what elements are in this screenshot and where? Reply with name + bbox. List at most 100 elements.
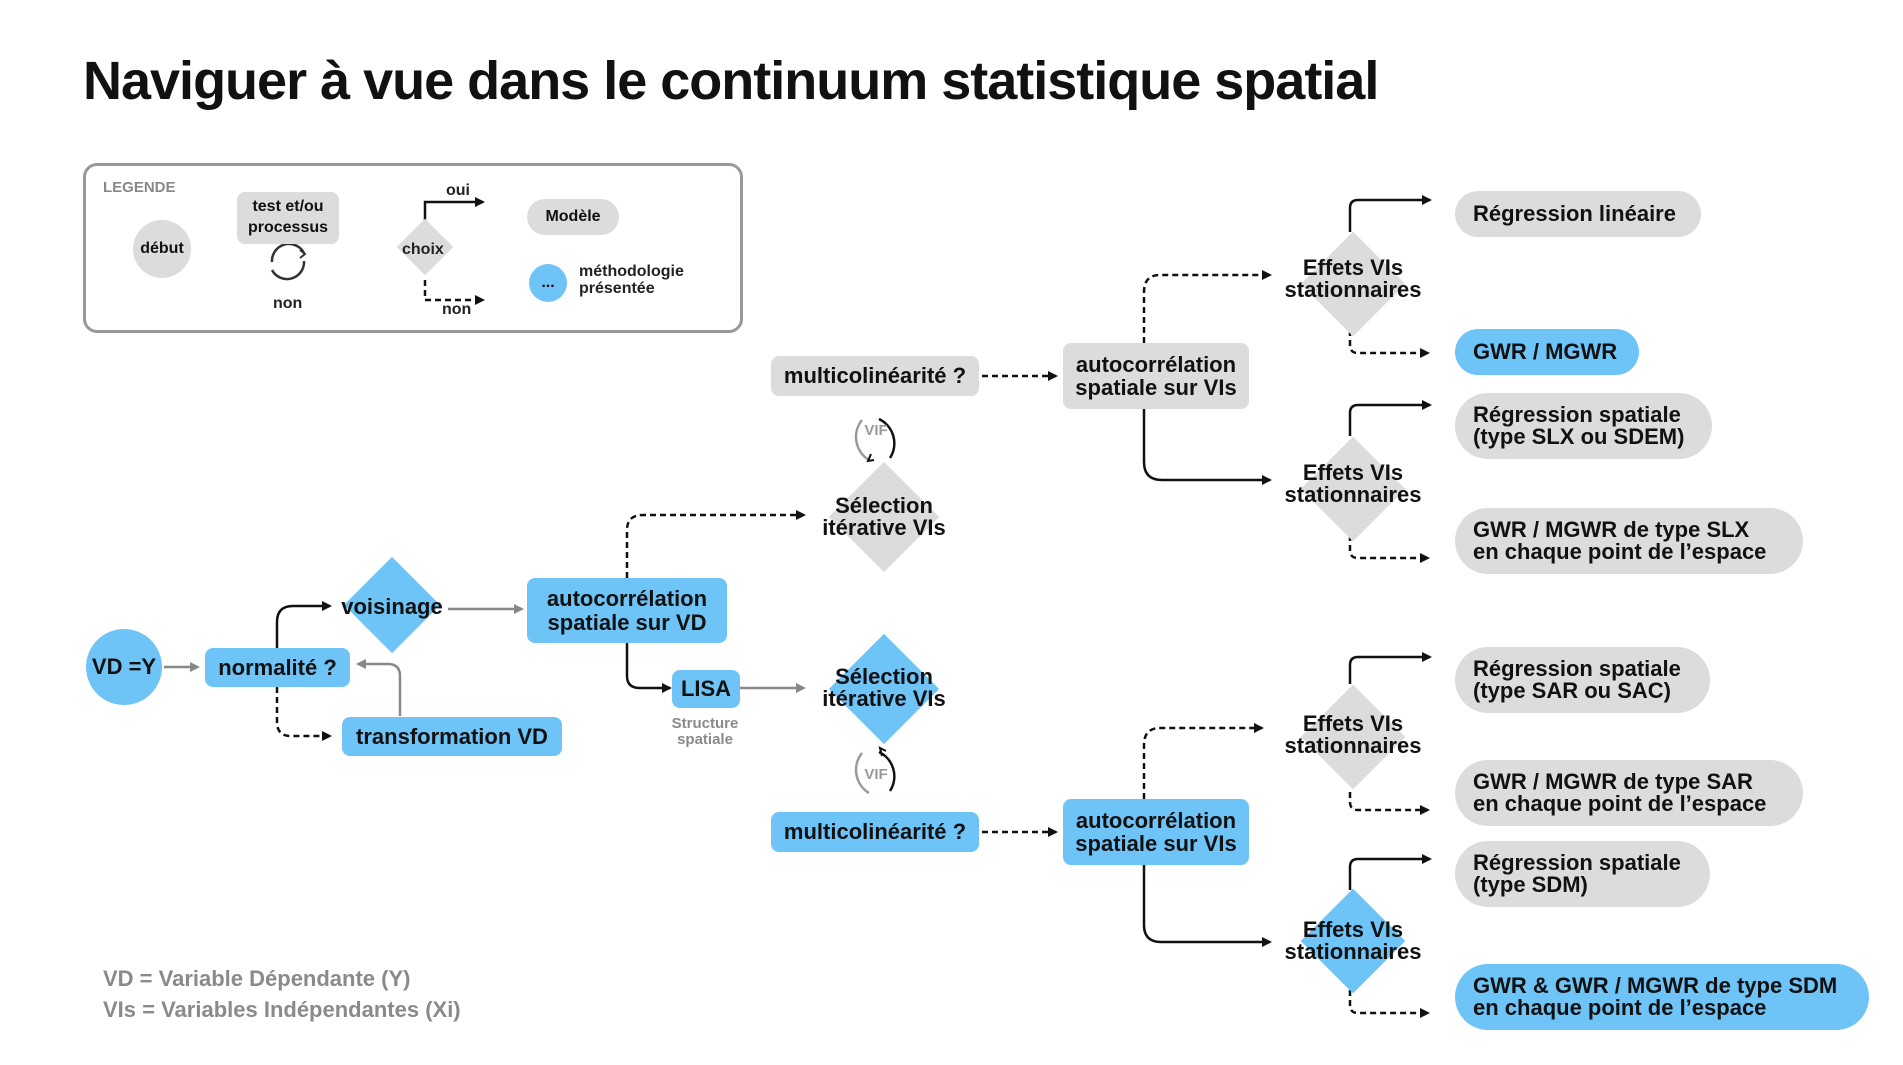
effets3-line1: Effets VIs <box>1302 711 1404 736</box>
vif-top-loop-icon <box>854 417 896 463</box>
diamond-shapes <box>343 218 1406 994</box>
start-vd-label: VD =Y <box>91 654 157 680</box>
legend-loop-icon <box>270 242 307 281</box>
result-r4-line1: GWR / MGWR de type SLX <box>1473 517 1750 542</box>
autocorr-vis-top-line1: autocorrélation <box>1075 351 1237 377</box>
effets2-line2: stationnaires <box>1284 482 1422 507</box>
legend-method-line2: présentée <box>579 279 655 297</box>
legend-no-arrow <box>423 280 485 305</box>
edge-effets1-yes <box>1348 195 1432 232</box>
edge-autocorr-top-effets1 <box>1142 270 1272 343</box>
result-r8-line2: en chaque point de l’espace <box>1473 995 1767 1020</box>
edge-effets3-yes <box>1348 652 1432 684</box>
voisinage-label: voisinage <box>341 594 443 619</box>
effets1-label: Effets VIs stationnaires <box>1275 257 1431 301</box>
selection-bot-diamond <box>828 633 940 745</box>
selection-bot-label: Sélection itérative VIs <box>804 666 964 710</box>
result-r6-line2: en chaque point de l’espace <box>1473 791 1767 816</box>
autocorr-vd-node: autocorrélation spatiale sur VD <box>527 578 727 643</box>
legend-box <box>83 163 743 333</box>
effets2-label: Effets VIs stationnaires <box>1275 462 1431 506</box>
footnote-vis: VIs = Variables Indépendantes (Xi) <box>103 997 461 1022</box>
result-r7-line2: (type SDM) <box>1473 872 1588 897</box>
result-r6-line1: GWR / MGWR de type SAR <box>1473 769 1753 794</box>
effets4-line1: Effets VIs <box>1302 917 1404 942</box>
result-regression-sar: Régression spatiale (type SAR ou SAC) <box>1455 647 1710 713</box>
edge-normalite-transformation <box>275 687 332 741</box>
result-r1-line1: Régression linéaire <box>1473 201 1676 226</box>
effets4-line2: stationnaires <box>1284 939 1422 964</box>
legend-method-text: méthodologie présentée <box>579 263 684 298</box>
edge-effets4-yes <box>1348 854 1432 890</box>
selection-top-line2: itérative VIs <box>822 515 946 540</box>
autocorr-vis-bot-line1: autocorrélation <box>1075 807 1237 833</box>
multico-top-node: multicolinéarité ? <box>771 356 979 396</box>
vif-bot-loop-icon <box>854 746 896 795</box>
edge-normalite-voisinage <box>275 601 332 648</box>
effets2-line1: Effets VIs <box>1302 460 1404 485</box>
legend-start-label: début <box>140 239 184 257</box>
multico-top-label: multicolinéarité ? <box>783 363 967 389</box>
lisa-node: LISA <box>672 670 740 708</box>
legend-test-no: non <box>273 295 303 312</box>
structure-spatiale-note: Structure spatiale <box>650 716 760 748</box>
page-title: Naviguer à vue dans le continuum statist… <box>83 51 1379 111</box>
autocorr-vis-top-line2: spatiale sur VIs <box>1075 375 1237 400</box>
edge-autocorr-lisa <box>625 643 672 693</box>
normalite-label: normalité ? <box>218 654 337 680</box>
legend-method-line1: méthodologie <box>579 263 684 280</box>
transformation-label: transformation VD <box>356 723 548 749</box>
effets1-line1: Effets VIs <box>1302 255 1404 280</box>
edge-effets2-no <box>1348 535 1430 563</box>
legend-choice-yes: oui <box>446 182 470 199</box>
legend-model-label: Modèle <box>545 207 601 225</box>
result-r4-line2: en chaque point de l’espace <box>1473 539 1767 564</box>
legend-method-node: ... <box>529 264 567 302</box>
normalite-node: normalité ? <box>205 648 350 687</box>
selection-top-diamond <box>828 461 940 573</box>
edge-effets4-no <box>1348 990 1430 1018</box>
autocorr-vis-bot-line2: spatiale sur VIs <box>1075 831 1237 856</box>
edge-autocorr-bot-effets3 <box>1142 723 1264 799</box>
legend-heading: LEGENDE <box>103 179 176 196</box>
multico-bot-label: multicolinéarité ? <box>783 819 967 845</box>
effets4-label: Effets VIs stationnaires <box>1275 919 1431 963</box>
result-r2-line1: GWR / MGWR <box>1473 339 1618 364</box>
result-r3-line1: Régression spatiale <box>1473 402 1681 427</box>
result-gwr-sar: GWR / MGWR de type SAR en chaque point d… <box>1455 760 1803 826</box>
start-vd-node: VD =Y <box>86 629 162 705</box>
legend-model-node: Modèle <box>527 199 619 235</box>
autocorr-vis-top-node: autocorrélation spatiale sur VIs <box>1063 343 1249 409</box>
legend-start-node: début <box>133 220 191 278</box>
legend-test-line1: test et/ou <box>252 198 324 216</box>
structure-line1: Structure <box>671 715 739 732</box>
autocorr-vis-bot-node: autocorrélation spatiale sur VIs <box>1063 799 1249 865</box>
result-r3-line2: (type SLX ou SDEM) <box>1473 424 1685 449</box>
footnote-vd: VD = Variable Dépendante (Y) <box>103 966 411 991</box>
vif-bot-label: VIF <box>864 766 888 783</box>
edge-effets3-no <box>1348 792 1430 815</box>
result-gwr-sdm: GWR & GWR / MGWR de type SDM en chaque p… <box>1455 964 1869 1030</box>
effets1-line2: stationnaires <box>1284 277 1422 302</box>
edge-effets2-yes <box>1348 400 1432 436</box>
structure-line2: spatiale <box>677 730 733 748</box>
vif-top-label: VIF <box>864 422 888 439</box>
legend-method-dot: ... <box>541 273 555 291</box>
legend-choice-no: non <box>442 301 472 318</box>
legend-test-node: test et/ou processus <box>237 192 339 244</box>
edge-effets1-no <box>1348 330 1430 358</box>
autocorr-vd-line2: spatiale sur VD <box>547 609 707 635</box>
result-gwr-slx: GWR / MGWR de type SLX en chaque point d… <box>1455 508 1803 574</box>
multico-bot-node: multicolinéarité ? <box>771 812 979 852</box>
autocorr-vd-line1: autocorrélation <box>546 586 708 612</box>
result-r5-line2: (type SAR ou SAC) <box>1473 678 1671 703</box>
effets3-label: Effets VIs stationnaires <box>1275 713 1431 757</box>
result-r5-line1: Régression spatiale <box>1473 656 1681 681</box>
result-r8-line1: GWR & GWR / MGWR de type SDM <box>1473 973 1838 998</box>
result-regression-sdm: Régression spatiale (type SDM) <box>1455 841 1710 907</box>
selection-bot-line2: itérative VIs <box>822 686 946 711</box>
effets3-line2: stationnaires <box>1284 733 1422 758</box>
legend-test-line2: processus <box>247 219 329 236</box>
lisa-label: LISA <box>680 676 732 702</box>
